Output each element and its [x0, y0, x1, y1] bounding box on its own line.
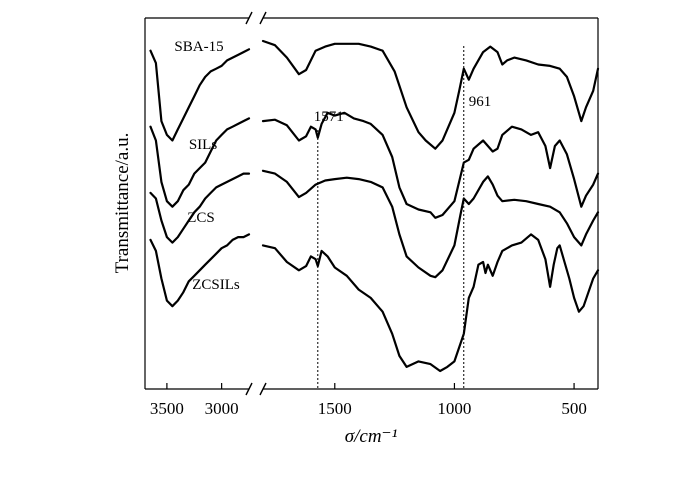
- x-tick-label-1500: 1500: [318, 399, 352, 418]
- series-zcs: [149, 169, 600, 279]
- x-tick-label-3000: 3000: [205, 399, 239, 418]
- series-label-sils: SILs: [189, 137, 218, 153]
- series-label-zcs: ZCS: [187, 210, 215, 226]
- spectra: [149, 39, 600, 373]
- series-sils: [149, 111, 600, 219]
- x-tick-label-500: 500: [561, 399, 587, 418]
- plot-frame: [144, 11, 599, 396]
- series-label-zcsils: ZCSILs: [192, 277, 240, 293]
- x-axis-title: σ/cm⁻¹: [345, 426, 398, 447]
- x-tick-label-3500: 3500: [150, 399, 184, 418]
- x-tick-label-1000: 1000: [437, 399, 471, 418]
- y-axis-title: Transmittance/a.u.: [112, 133, 133, 274]
- series-labels: SBA-15 SILs ZCS ZCSILs: [174, 39, 240, 293]
- axis-break-top: [245, 11, 267, 25]
- axis-break-bottom: [245, 382, 267, 396]
- series-zcsils: [149, 233, 600, 373]
- series-label-sba-15: SBA-15: [174, 39, 223, 55]
- annotation-961: 961: [469, 94, 492, 110]
- x-ticks: 3500 3000 1500 1000 500: [150, 383, 587, 418]
- series-sba-15: [149, 39, 600, 150]
- annotation-1571: 1571: [314, 109, 344, 125]
